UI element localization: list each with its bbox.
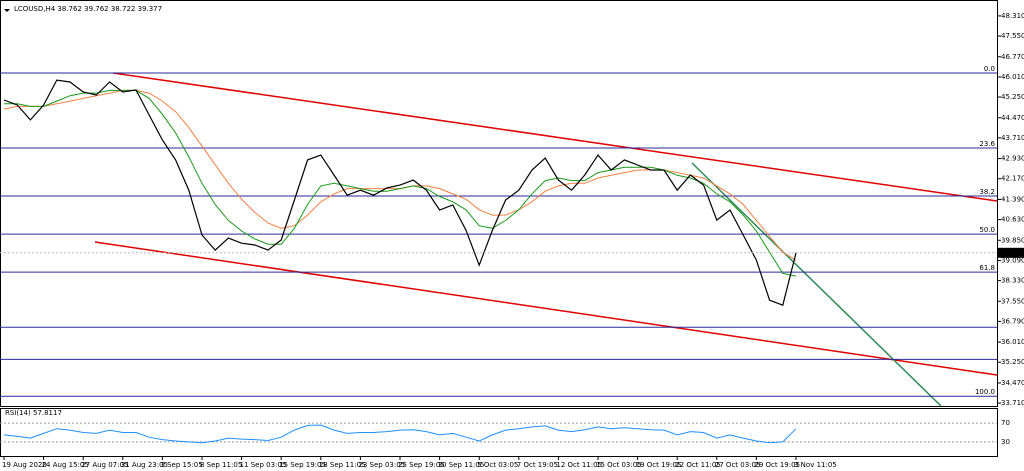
x-tick-label: 29 Oct 19:05 — [754, 461, 800, 469]
rsi-title: RSI(14) 57.8117 — [5, 409, 62, 417]
y-tick-label: 48.310 — [1001, 12, 1024, 20]
menu-arrow — [4, 9, 10, 12]
y-tick-label: 38.330 — [1001, 277, 1024, 285]
x-tick-label: 24 Aug 15:05 — [42, 461, 89, 469]
y-tick-label: 47.550 — [1001, 32, 1024, 40]
y-tick-label: 36.010 — [1001, 338, 1024, 346]
fib-label: 50.0 — [979, 226, 995, 234]
x-tick-label: 23 Sep 03:05 — [358, 461, 405, 469]
rsi-tick-label: 30 — [1001, 438, 1010, 446]
x-tick-label: 12 Oct 11:05 — [556, 461, 602, 469]
fib-label: 23.6 — [979, 140, 995, 148]
y-tick-label: 40.630 — [1001, 216, 1024, 224]
channel-upper — [112, 72, 998, 202]
y-tick-label: 36.790 — [1001, 317, 1024, 325]
x-tick-label: 22 Oct 11:05 — [675, 461, 721, 469]
x-tick-label: 5 Oct 03:05 — [477, 461, 518, 469]
x-tick-label: 18 Sep 11:05 — [319, 461, 366, 469]
channel-lower — [94, 241, 998, 376]
y-tick-label: 39.090 — [1001, 256, 1024, 264]
x-tick-label: 7 Oct 19:05 — [517, 461, 558, 469]
fib-label: 100.0 — [975, 388, 995, 396]
x-tick-label: 15 Oct 03:05 — [596, 461, 642, 469]
rsi-tick-label: 70 — [1001, 419, 1010, 427]
x-tick-label: 27 Aug 07:05 — [81, 461, 128, 469]
y-tick-label: 44.470 — [1001, 114, 1024, 122]
y-tick-label: 43.710 — [1001, 134, 1024, 142]
y-tick-label: 34.470 — [1001, 379, 1024, 387]
x-tick-label: 19 Aug 2020 — [2, 461, 47, 469]
y-tick-label: 39.850 — [1001, 236, 1024, 244]
last-price-label: 39.377 — [1000, 249, 1024, 257]
main-panel — [0, 0, 998, 407]
chart-title: LCOUSD,H4 38.762 39.762 38.722 39.377 — [14, 5, 162, 13]
y-tick-label: 45.250 — [1001, 93, 1024, 101]
x-tick-label: 25 Sep 19:05 — [398, 461, 445, 469]
x-tick-label: 15 Sep 19:05 — [279, 461, 326, 469]
trend-line — [691, 162, 942, 407]
x-tick-label: 3 Sep 15:05 — [160, 461, 202, 469]
y-tick-label: 37.550 — [1001, 297, 1024, 305]
fib-label: 38.2 — [979, 188, 995, 196]
series-line — [3, 79, 797, 306]
x-tick-label: 31 Aug 23:05 — [121, 461, 168, 469]
series-line — [3, 424, 797, 444]
last-price-box — [998, 247, 1024, 258]
y-tick-label: 41.390 — [1001, 195, 1024, 203]
y-tick-label: 35.250 — [1001, 358, 1024, 366]
x-tick-label: 3 Nov 11:05 — [794, 461, 837, 469]
y-tick-label: 46.770 — [1001, 53, 1024, 61]
x-tick-label: 11 Sep 03:05 — [240, 461, 287, 469]
y-tick-label: 42.930 — [1001, 155, 1024, 163]
fib-label: 0.0 — [984, 65, 995, 73]
fib-label: 61.8 — [979, 264, 995, 272]
x-tick-label: 19 Oct 19:05 — [636, 461, 682, 469]
y-tick-label: 42.170 — [1001, 175, 1024, 183]
y-tick-label: 33.710 — [1001, 399, 1024, 407]
x-tick-label: 27 Oct 03:05 — [715, 461, 761, 469]
x-tick-label: 30 Sep 11:05 — [438, 461, 485, 469]
y-tick-label: 46.010 — [1001, 73, 1024, 81]
x-tick-label: 8 Sep 11:05 — [200, 461, 242, 469]
